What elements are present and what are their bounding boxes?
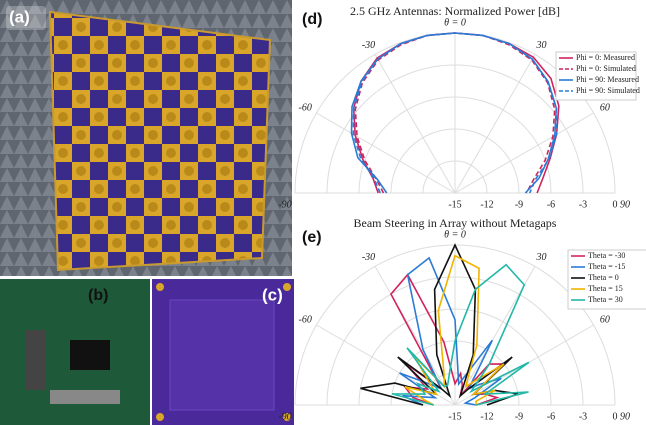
r-tick-label: -12	[480, 411, 493, 422]
r-tick-label: -9	[515, 411, 523, 422]
legend-label: Phi = 0: Simulated	[576, 64, 636, 73]
grid-spoke	[375, 54, 455, 193]
r-tick-label: -3	[579, 199, 587, 210]
legend-label: Theta = 30	[588, 295, 623, 304]
panel-label: (c)	[262, 285, 283, 304]
patch	[170, 300, 274, 410]
grid-spoke	[455, 113, 594, 193]
angle-tick-label: -90	[278, 199, 291, 210]
connector	[50, 390, 120, 404]
angle-tick-label: 60	[600, 102, 610, 113]
chart-title: 2.5 GHz Antennas: Normalized Power [dB]	[350, 4, 560, 18]
angle-tick-label: 90	[620, 411, 630, 422]
angle-tick-label: 30	[536, 40, 547, 51]
angle-tick-label: θ = 0	[444, 17, 466, 28]
figure: (a) (b) (c) (d) (e) 2.5 GHz Antennas: No…	[0, 0, 646, 425]
angle-tick-label: θ = 0	[444, 229, 466, 240]
angle-tick-label: -60	[299, 314, 312, 325]
connector	[25, 330, 45, 390]
r-tick-label: -12	[480, 199, 493, 210]
r-tick-label: -6	[547, 199, 555, 210]
panel-label: (b)	[88, 287, 108, 304]
grid-spoke	[316, 113, 455, 193]
panel-label: (d)	[302, 11, 322, 28]
legend-label: Theta = 15	[588, 284, 623, 293]
angle-tick-label: 60	[600, 314, 610, 325]
angle-tick-label: -90	[278, 411, 291, 422]
antenna-array	[50, 12, 270, 270]
r-tick-label: 0	[613, 411, 618, 422]
legend-label: Phi = 90: Simulated	[576, 86, 640, 95]
r-tick-label: -15	[448, 411, 461, 422]
grid-spoke	[455, 54, 535, 193]
angle-tick-label: -60	[299, 102, 312, 113]
r-tick-label: -9	[515, 199, 523, 210]
angle-tick-label: 30	[536, 252, 547, 263]
angle-tick-label: -30	[362, 40, 375, 51]
r-tick-label: -3	[579, 411, 587, 422]
panel-label: (e)	[302, 229, 322, 246]
series-line	[352, 33, 557, 193]
legend-label: Phi = 0: Measured	[576, 53, 635, 62]
r-tick-label: -6	[547, 411, 555, 422]
legend-label: Theta = -30	[588, 251, 625, 260]
panel-label: (a)	[9, 7, 30, 26]
legend-label: Phi = 90: Measured	[576, 75, 639, 84]
legend-label: Theta = 0	[588, 273, 619, 282]
legend-label: Theta = -15	[588, 262, 625, 271]
r-tick-label: -15	[448, 199, 461, 210]
r-tick-label: 0	[613, 199, 618, 210]
angle-tick-label: 90	[620, 199, 630, 210]
chart-title: Beam Steering in Array without Metagaps	[354, 216, 557, 230]
angle-tick-label: -30	[362, 252, 375, 263]
chip	[70, 340, 110, 370]
